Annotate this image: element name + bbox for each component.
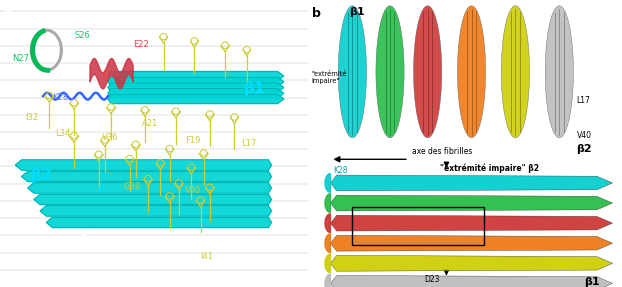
Polygon shape xyxy=(46,217,271,228)
Text: a: a xyxy=(3,7,12,20)
Polygon shape xyxy=(338,6,366,138)
Polygon shape xyxy=(325,174,330,192)
Text: D23: D23 xyxy=(102,70,119,79)
Polygon shape xyxy=(325,234,330,253)
Text: F19: F19 xyxy=(185,136,200,145)
Text: β1: β1 xyxy=(350,7,365,17)
Polygon shape xyxy=(325,194,330,212)
Polygon shape xyxy=(330,215,613,231)
Polygon shape xyxy=(28,183,271,193)
Text: D23: D23 xyxy=(424,275,440,284)
Text: "extrémité
impaire": "extrémité impaire" xyxy=(312,71,347,84)
Text: G38: G38 xyxy=(123,182,141,191)
Text: β1: β1 xyxy=(244,82,265,96)
Bar xyxy=(353,207,484,245)
Text: L17: L17 xyxy=(577,96,590,105)
Text: A21: A21 xyxy=(142,119,158,128)
Polygon shape xyxy=(457,6,486,138)
Text: I41: I41 xyxy=(200,252,213,261)
Polygon shape xyxy=(325,254,330,273)
Polygon shape xyxy=(330,276,613,287)
Polygon shape xyxy=(325,274,330,287)
Text: K28: K28 xyxy=(333,166,348,175)
Polygon shape xyxy=(330,255,613,271)
Text: V40: V40 xyxy=(185,186,202,195)
Polygon shape xyxy=(108,89,284,98)
Polygon shape xyxy=(34,194,271,205)
Polygon shape xyxy=(108,77,284,86)
Polygon shape xyxy=(40,206,271,216)
Polygon shape xyxy=(545,6,573,138)
Text: V40: V40 xyxy=(577,131,592,139)
Text: V36: V36 xyxy=(102,133,118,142)
Polygon shape xyxy=(108,94,284,104)
Text: L34: L34 xyxy=(55,129,71,138)
Text: axe des fibrilles: axe des fibrilles xyxy=(412,148,472,156)
Polygon shape xyxy=(22,171,271,182)
Polygon shape xyxy=(330,195,613,211)
Text: K28: K28 xyxy=(52,93,68,102)
Text: β1: β1 xyxy=(585,277,600,287)
Text: N27: N27 xyxy=(12,54,29,63)
Polygon shape xyxy=(108,83,284,92)
Polygon shape xyxy=(501,6,529,138)
Text: β2: β2 xyxy=(577,144,592,154)
Polygon shape xyxy=(16,160,271,170)
Polygon shape xyxy=(414,6,442,138)
Text: β2: β2 xyxy=(31,168,52,183)
Polygon shape xyxy=(376,6,404,138)
Text: E22: E22 xyxy=(132,40,149,49)
Polygon shape xyxy=(108,71,284,81)
Text: "extrémité impaire" β2: "extrémité impaire" β2 xyxy=(440,163,539,173)
Text: L17: L17 xyxy=(241,139,256,148)
Text: b: b xyxy=(312,7,320,20)
Polygon shape xyxy=(325,214,330,232)
Polygon shape xyxy=(330,175,613,191)
Text: I32: I32 xyxy=(25,113,38,122)
Polygon shape xyxy=(330,235,613,251)
Text: S26: S26 xyxy=(74,31,90,40)
